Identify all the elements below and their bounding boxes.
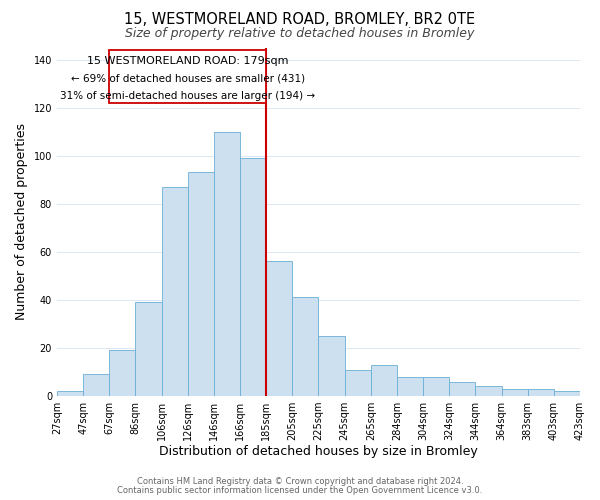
Bar <box>397 376 423 396</box>
Bar <box>161 187 188 396</box>
Bar <box>214 132 240 396</box>
Bar <box>502 389 527 396</box>
Text: Size of property relative to detached houses in Bromley: Size of property relative to detached ho… <box>125 28 475 40</box>
Bar <box>371 364 397 396</box>
Bar <box>83 374 109 396</box>
Text: 31% of semi-detached houses are larger (194) →: 31% of semi-detached houses are larger (… <box>60 91 315 101</box>
Bar <box>423 376 449 396</box>
Text: Contains HM Land Registry data © Crown copyright and database right 2024.: Contains HM Land Registry data © Crown c… <box>137 477 463 486</box>
Bar <box>319 336 344 396</box>
Bar <box>527 389 554 396</box>
Bar <box>449 382 475 396</box>
Bar <box>57 391 83 396</box>
Bar <box>292 298 319 396</box>
Text: ← 69% of detached houses are smaller (431): ← 69% of detached houses are smaller (43… <box>71 74 305 84</box>
Text: 15 WESTMORELAND ROAD: 179sqm: 15 WESTMORELAND ROAD: 179sqm <box>87 56 289 66</box>
Bar <box>109 350 136 396</box>
Bar <box>188 172 214 396</box>
X-axis label: Distribution of detached houses by size in Bromley: Distribution of detached houses by size … <box>159 444 478 458</box>
Y-axis label: Number of detached properties: Number of detached properties <box>15 123 28 320</box>
Bar <box>266 262 292 396</box>
Bar <box>475 386 502 396</box>
Bar <box>109 50 266 103</box>
Text: Contains public sector information licensed under the Open Government Licence v3: Contains public sector information licen… <box>118 486 482 495</box>
Text: 15, WESTMORELAND ROAD, BROMLEY, BR2 0TE: 15, WESTMORELAND ROAD, BROMLEY, BR2 0TE <box>124 12 476 28</box>
Bar <box>240 158 266 396</box>
Bar <box>136 302 161 396</box>
Bar <box>344 370 371 396</box>
Bar <box>554 391 580 396</box>
